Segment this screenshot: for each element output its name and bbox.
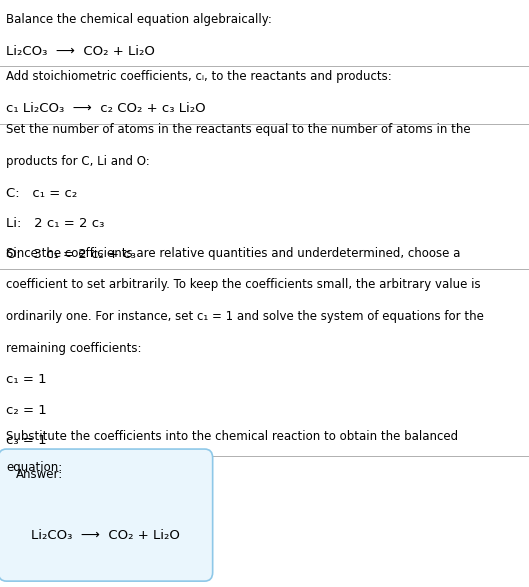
Text: O:   3 c₁ = 2 c₂ + c₃: O: 3 c₁ = 2 c₂ + c₃	[6, 248, 136, 261]
Text: products for C, Li and O:: products for C, Li and O:	[6, 155, 150, 168]
Text: c₁ Li₂CO₃  ⟶  c₂ CO₂ + c₃ Li₂O: c₁ Li₂CO₃ ⟶ c₂ CO₂ + c₃ Li₂O	[6, 102, 206, 115]
Text: Set the number of atoms in the reactants equal to the number of atoms in the: Set the number of atoms in the reactants…	[6, 123, 471, 136]
Text: Add stoichiometric coefficients, cᵢ, to the reactants and products:: Add stoichiometric coefficients, cᵢ, to …	[6, 70, 392, 83]
FancyBboxPatch shape	[0, 449, 213, 581]
Text: Since the coefficients are relative quantities and underdetermined, choose a: Since the coefficients are relative quan…	[6, 247, 461, 259]
Text: c₃ = 1: c₃ = 1	[6, 434, 47, 447]
Text: c₁ = 1: c₁ = 1	[6, 373, 47, 386]
Text: c₂ = 1: c₂ = 1	[6, 404, 47, 417]
Text: Balance the chemical equation algebraically:: Balance the chemical equation algebraica…	[6, 13, 272, 26]
Text: Li₂CO₃  ⟶  CO₂ + Li₂O: Li₂CO₃ ⟶ CO₂ + Li₂O	[6, 45, 155, 58]
Text: remaining coefficients:: remaining coefficients:	[6, 342, 142, 355]
Text: Substitute the coefficients into the chemical reaction to obtain the balanced: Substitute the coefficients into the che…	[6, 430, 459, 443]
Text: equation:: equation:	[6, 461, 62, 474]
Text: Li₂CO₃  ⟶  CO₂ + Li₂O: Li₂CO₃ ⟶ CO₂ + Li₂O	[31, 529, 180, 542]
Text: ordinarily one. For instance, set c₁ = 1 and solve the system of equations for t: ordinarily one. For instance, set c₁ = 1…	[6, 310, 484, 323]
Text: C:   c₁ = c₂: C: c₁ = c₂	[6, 187, 78, 200]
Text: Answer:: Answer:	[16, 468, 63, 481]
Text: coefficient to set arbitrarily. To keep the coefficients small, the arbitrary va: coefficient to set arbitrarily. To keep …	[6, 278, 481, 291]
Text: Li:   2 c₁ = 2 c₃: Li: 2 c₁ = 2 c₃	[6, 217, 105, 230]
